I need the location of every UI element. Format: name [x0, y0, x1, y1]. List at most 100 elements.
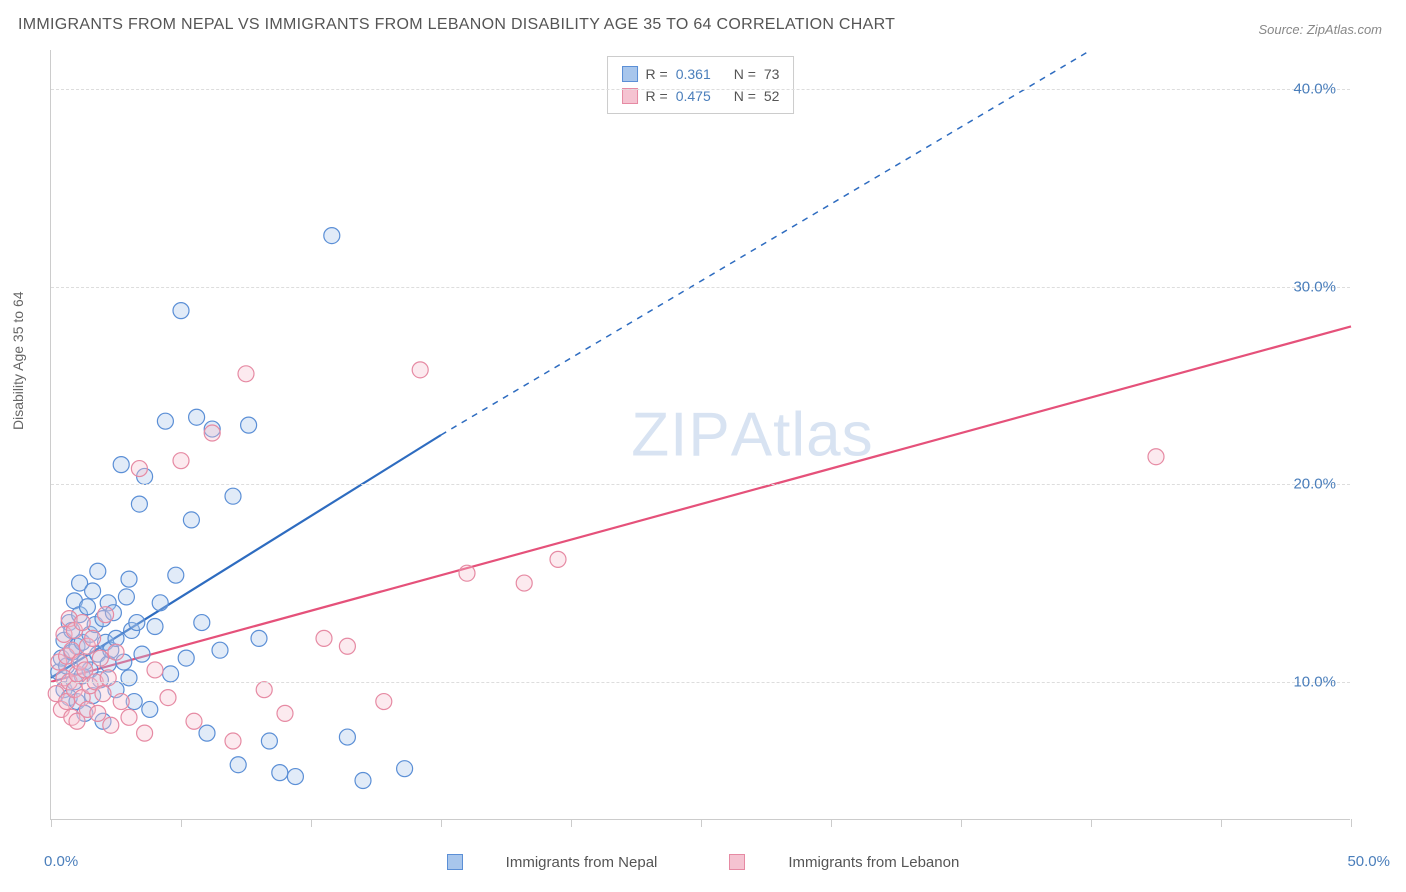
series-name: Immigrants from Lebanon — [788, 854, 959, 871]
data-point — [142, 701, 158, 717]
data-point — [85, 630, 101, 646]
data-point — [90, 563, 106, 579]
n-value: 73 — [764, 63, 780, 85]
data-point — [118, 589, 134, 605]
data-point — [178, 650, 194, 666]
data-point — [204, 425, 220, 441]
data-point — [272, 765, 288, 781]
data-point — [108, 644, 124, 660]
y-tick-label: 40.0% — [1293, 81, 1336, 98]
chart-title: IMMIGRANTS FROM NEPAL VS IMMIGRANTS FROM… — [18, 16, 895, 34]
data-point — [183, 512, 199, 528]
data-point — [241, 417, 257, 433]
y-tick-label: 30.0% — [1293, 278, 1336, 295]
y-axis-label: Disability Age 35 to 64 — [10, 291, 26, 430]
x-tick — [311, 819, 312, 827]
gridline-h — [51, 484, 1350, 485]
data-point — [256, 682, 272, 698]
y-tick-label: 20.0% — [1293, 476, 1336, 493]
x-tick — [1091, 819, 1092, 827]
data-point — [225, 488, 241, 504]
data-point — [212, 642, 228, 658]
data-point — [103, 717, 119, 733]
r-value: 0.361 — [676, 63, 726, 85]
data-point — [121, 571, 137, 587]
data-point — [95, 686, 111, 702]
data-point — [287, 769, 303, 785]
data-point — [152, 595, 168, 611]
x-tick — [831, 819, 832, 827]
r-label: R = — [646, 63, 668, 85]
legend-swatch — [729, 854, 745, 870]
n-label: N = — [734, 85, 756, 107]
data-point — [98, 607, 114, 623]
n-value: 52 — [764, 85, 780, 107]
data-point — [157, 413, 173, 429]
data-point — [261, 733, 277, 749]
x-tick — [51, 819, 52, 827]
data-point — [459, 565, 475, 581]
data-point — [225, 733, 241, 749]
data-point — [131, 461, 147, 477]
data-point — [85, 583, 101, 599]
data-point — [194, 615, 210, 631]
correlation-legend: R =0.361N =73R =0.475N =52 — [607, 56, 795, 114]
data-point — [173, 303, 189, 319]
data-point — [339, 638, 355, 654]
x-tick — [441, 819, 442, 827]
data-point — [134, 646, 150, 662]
x-tick — [961, 819, 962, 827]
data-point — [168, 567, 184, 583]
data-point — [277, 705, 293, 721]
gridline-h — [51, 89, 1350, 90]
r-value: 0.475 — [676, 85, 726, 107]
data-point — [376, 694, 392, 710]
data-point — [173, 453, 189, 469]
data-point — [355, 773, 371, 789]
x-tick — [1351, 819, 1352, 827]
data-point — [550, 551, 566, 567]
data-point — [238, 366, 254, 382]
series-legend-item: Immigrants from Lebanon — [711, 854, 977, 871]
data-point — [147, 619, 163, 635]
x-tick — [571, 819, 572, 827]
data-point — [79, 599, 95, 615]
data-point — [339, 729, 355, 745]
data-point — [92, 650, 108, 666]
plot-svg — [51, 50, 1351, 820]
data-point — [397, 761, 413, 777]
data-point — [100, 670, 116, 686]
data-point — [129, 615, 145, 631]
data-point — [516, 575, 532, 591]
data-point — [121, 670, 137, 686]
y-tick-label: 10.0% — [1293, 673, 1336, 690]
gridline-h — [51, 682, 1350, 683]
x-tick-min: 0.0% — [44, 853, 78, 870]
data-point — [163, 666, 179, 682]
data-point — [113, 457, 129, 473]
x-tick-max: 50.0% — [1347, 853, 1390, 870]
data-point — [1148, 449, 1164, 465]
series-legend-item: Immigrants from Nepal — [429, 854, 676, 871]
data-point — [90, 705, 106, 721]
correlation-legend-row: R =0.475N =52 — [622, 85, 780, 107]
data-point — [186, 713, 202, 729]
data-point — [412, 362, 428, 378]
x-tick — [181, 819, 182, 827]
data-point — [131, 496, 147, 512]
x-tick — [701, 819, 702, 827]
chart-container: IMMIGRANTS FROM NEPAL VS IMMIGRANTS FROM… — [0, 0, 1406, 892]
legend-swatch — [622, 66, 638, 82]
data-point — [199, 725, 215, 741]
legend-swatch — [447, 854, 463, 870]
data-point — [189, 409, 205, 425]
plot-area: ZIPAtlas R =0.361N =73R =0.475N =52 10.0… — [50, 50, 1350, 820]
data-point — [230, 757, 246, 773]
data-point — [113, 694, 129, 710]
series-name: Immigrants from Nepal — [506, 854, 658, 871]
data-point — [74, 615, 90, 631]
data-point — [160, 690, 176, 706]
data-point — [324, 228, 340, 244]
x-tick — [1221, 819, 1222, 827]
correlation-legend-row: R =0.361N =73 — [622, 63, 780, 85]
